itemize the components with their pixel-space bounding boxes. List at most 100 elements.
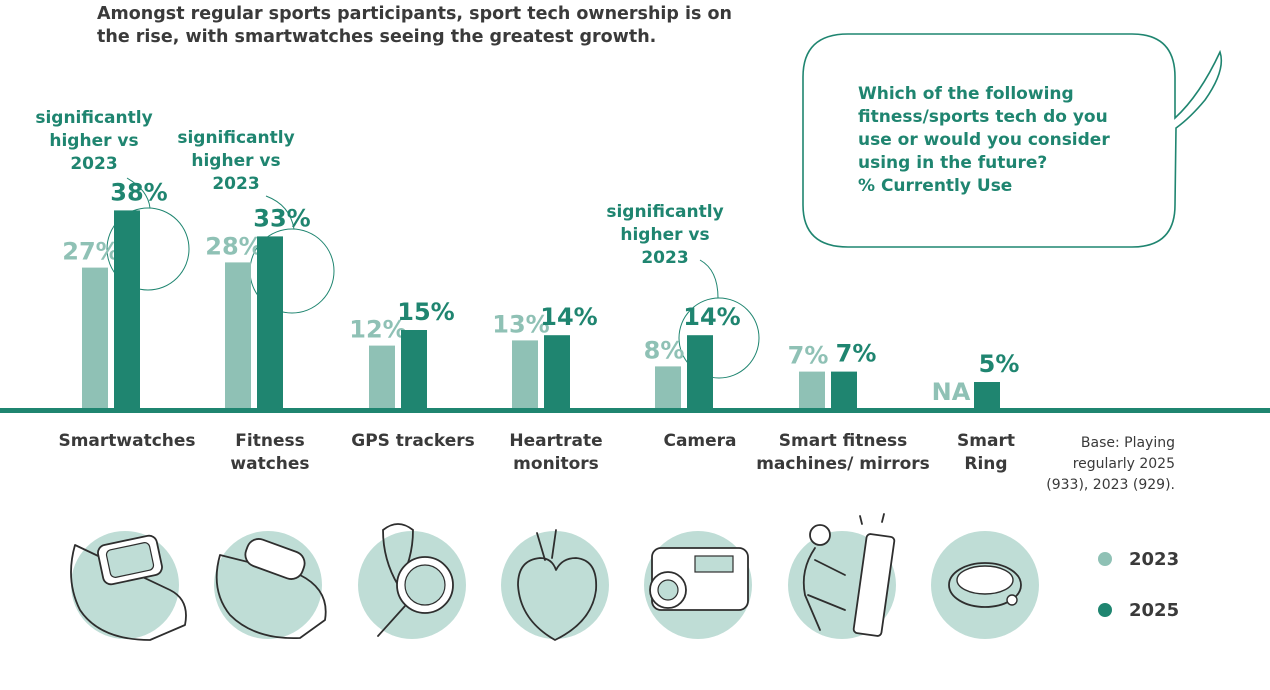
bar-2023	[82, 267, 108, 408]
smartwatch-icon	[70, 544, 187, 641]
bar-2025	[544, 335, 570, 408]
legend-label: 2025	[1129, 600, 1180, 621]
legend-item-2025: 2025	[1098, 600, 1179, 621]
data-label-2023: 27%	[62, 238, 119, 266]
significance-circle	[678, 297, 760, 379]
smart-mirror-icon	[809, 524, 831, 546]
headline: Amongst regular sports participants, spo…	[97, 3, 797, 49]
bar-2023	[369, 345, 395, 408]
smart-mirror-icon	[802, 547, 846, 631]
bar-2023	[225, 262, 251, 408]
category-label-heartrate-monitors: Heartrate monitors	[456, 430, 656, 476]
category-label-camera: Camera	[600, 430, 800, 453]
significance-tail	[126, 177, 151, 209]
question-line: % Currently Use	[858, 176, 1013, 196]
question-bubble	[802, 33, 1223, 248]
camera-icon	[657, 579, 679, 601]
data-label-2025: 14%	[683, 303, 740, 331]
fitness-band-icon	[244, 538, 306, 580]
note-line: 2023	[212, 174, 260, 194]
bar-2025	[831, 371, 857, 408]
note-line: higher vs	[620, 225, 710, 245]
note-line: 2023	[70, 154, 118, 174]
data-label-2023: 13%	[492, 310, 549, 338]
significance-note: significantly higher vs 2023	[580, 201, 750, 270]
fitness-band-icon	[215, 554, 327, 640]
headline-line: Amongst regular sports participants, spo…	[97, 4, 733, 24]
bar-2025	[257, 236, 283, 408]
bar-2025	[687, 335, 713, 408]
data-label-2025: 5%	[979, 350, 1020, 378]
question-line: fitness/sports tech do you	[858, 107, 1108, 127]
category-label-line: machines/ mirrors	[756, 454, 930, 474]
question-text: Which of the following fitness/sports te…	[858, 83, 1158, 198]
icon-circle	[501, 531, 609, 639]
category-label-gps-trackers: GPS trackers	[313, 430, 513, 453]
bar-2023	[799, 371, 825, 408]
question-line: use or would you consider	[858, 130, 1110, 150]
data-label-2025: 7%	[836, 340, 877, 368]
category-label-line: Smart	[957, 431, 1015, 451]
note-line: 2023	[641, 248, 689, 268]
baseline	[0, 408, 1270, 413]
data-label-2023: 7%	[788, 342, 829, 370]
category-label-smart-fitness-machines: Smart fitness machines/ mirrors	[743, 430, 943, 476]
note-line: significantly	[606, 202, 724, 222]
category-label-smart-ring: Smart Ring	[886, 430, 1086, 476]
bar-2025	[401, 330, 427, 408]
category-label-fitness-watches: Fitness watches	[170, 430, 370, 476]
significance-circle	[106, 207, 190, 291]
note-line: significantly	[177, 128, 295, 148]
question-line: using in the future?	[858, 153, 1048, 173]
legend-swatch-2025	[1098, 603, 1112, 617]
data-label-2023: 8%	[644, 336, 685, 364]
gps-tracker-icon	[404, 564, 446, 606]
data-label-2025: 33%	[253, 204, 310, 232]
ring-icon	[956, 565, 1014, 595]
category-label-line: Camera	[663, 431, 737, 451]
question-line: Which of the following	[858, 84, 1074, 104]
category-label-line: Fitness	[235, 431, 305, 451]
camera-icon	[694, 555, 734, 573]
note-line: significantly	[35, 108, 153, 128]
heart-icon	[517, 557, 598, 641]
smart-mirror-icon	[859, 513, 885, 525]
category-label-line: monitors	[513, 454, 599, 474]
data-label-2023: 12%	[349, 316, 406, 344]
base-note: Base: Playing regularly 2025 (933), 2023…	[1020, 433, 1175, 496]
ring-icon	[948, 562, 1022, 608]
category-label-line: Smartwatches	[58, 431, 196, 451]
base-note-line: regularly 2025	[1072, 456, 1175, 472]
data-label-2023: NA	[932, 378, 971, 406]
gps-tracker-icon	[377, 605, 406, 637]
ring-icon	[1006, 594, 1018, 606]
bar-2025	[974, 382, 1000, 408]
category-label-line: watches	[230, 454, 310, 474]
category-label-line: Heartrate	[509, 431, 603, 451]
headline-line: the rise, with smartwatches seeing the g…	[97, 27, 657, 47]
data-label-2025: 38%	[110, 178, 167, 206]
category-label-line: Smart fitness	[778, 431, 908, 451]
note-line: higher vs	[49, 131, 139, 151]
significance-tail	[265, 195, 295, 230]
data-label-2025: 15%	[397, 298, 454, 326]
legend-item-2023: 2023	[1098, 549, 1179, 570]
data-label-2023: 28%	[205, 232, 262, 260]
category-label-smartwatches: Smartwatches	[27, 430, 227, 453]
smart-mirror-icon	[852, 533, 896, 637]
significance-tail	[699, 259, 719, 299]
legend-label: 2023	[1129, 549, 1180, 570]
significance-note: significantly higher vs 2023	[9, 107, 179, 176]
bar-2023	[512, 340, 538, 408]
bar-2025	[114, 210, 140, 408]
data-label-2025: 14%	[540, 303, 597, 331]
base-note-line: Base: Playing	[1080, 435, 1175, 451]
legend-swatch-2023	[1098, 552, 1112, 566]
note-line: higher vs	[191, 151, 281, 171]
category-label-line: Ring	[964, 454, 1008, 474]
bar-2023	[655, 366, 681, 408]
category-label-line: GPS trackers	[351, 431, 475, 451]
base-note-line: (933), 2023 (929).	[1046, 477, 1175, 493]
heart-icon	[536, 529, 557, 561]
gps-tracker-icon	[382, 523, 414, 586]
